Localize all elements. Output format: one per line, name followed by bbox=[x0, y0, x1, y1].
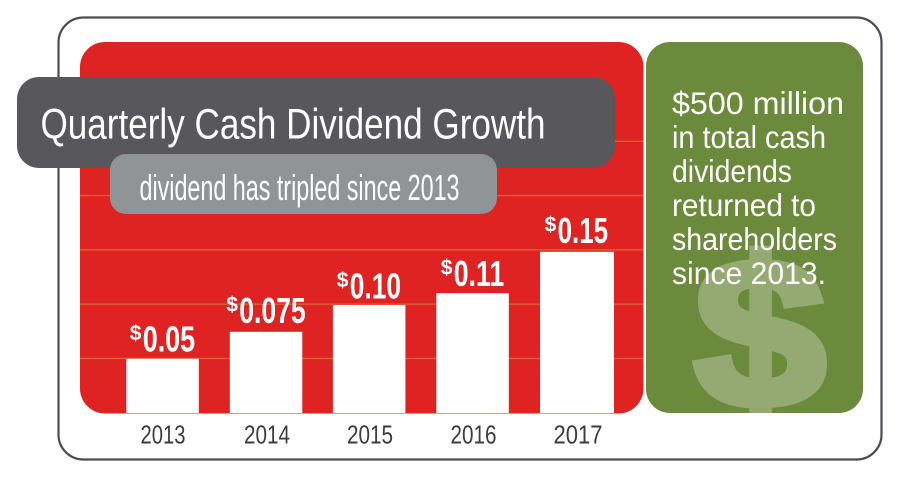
svg-text:$: $ bbox=[545, 214, 557, 237]
svg-text:dividend has tripled since 201: dividend has tripled since 2013 bbox=[140, 167, 460, 208]
svg-text:$500 million: $500 million bbox=[672, 85, 844, 121]
svg-text:$: $ bbox=[441, 256, 453, 279]
svg-text:$: $ bbox=[130, 322, 142, 345]
svg-text:0.15: 0.15 bbox=[558, 210, 609, 251]
svg-text:2014: 2014 bbox=[244, 422, 290, 450]
svg-text:returned to: returned to bbox=[672, 187, 816, 223]
svg-text:$: $ bbox=[695, 217, 826, 452]
svg-text:0.11: 0.11 bbox=[454, 253, 505, 294]
svg-text:$: $ bbox=[337, 269, 349, 292]
svg-text:0.075: 0.075 bbox=[239, 290, 306, 331]
svg-text:0.05: 0.05 bbox=[143, 319, 196, 360]
svg-text:2016: 2016 bbox=[451, 422, 497, 450]
svg-text:0.10: 0.10 bbox=[350, 266, 401, 307]
svg-text:since 2013.: since 2013. bbox=[672, 255, 826, 291]
svg-text:dividends: dividends bbox=[672, 153, 792, 189]
svg-text:shareholders: shareholders bbox=[672, 221, 837, 257]
svg-text:Quarterly Cash Dividend Growth: Quarterly Cash Dividend Growth bbox=[41, 101, 546, 149]
svg-text:2013: 2013 bbox=[141, 422, 186, 450]
svg-text:$: $ bbox=[226, 294, 238, 317]
svg-text:2017: 2017 bbox=[554, 422, 603, 450]
svg-text:in total cash: in total cash bbox=[672, 119, 826, 155]
svg-text:2015: 2015 bbox=[347, 422, 393, 450]
